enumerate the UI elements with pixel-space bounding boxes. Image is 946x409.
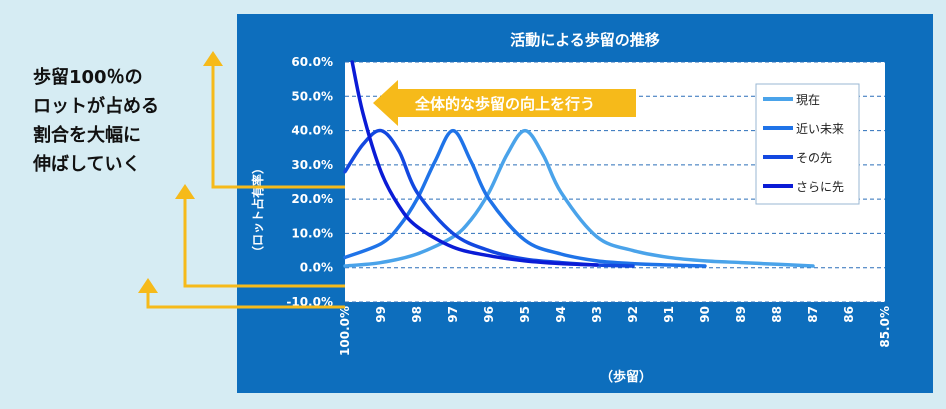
x-tick-label: 85.0%: [878, 306, 892, 348]
x-tick-label: 95: [518, 306, 532, 323]
y-axis-label: （ロット占有率）: [250, 162, 265, 258]
x-tick-label: 86: [842, 306, 856, 323]
x-tick-label: 94: [554, 306, 568, 323]
y-tick-label: 30.0%: [291, 158, 333, 172]
side-note: 歩留100％の ロットが占める 割合を大幅に 伸ばしていく: [33, 63, 159, 179]
x-tick-label: 97: [446, 306, 460, 323]
y-tick-label: 50.0%: [291, 89, 333, 103]
series-line-2: [343, 128, 707, 268]
side-note-line: 割合を大幅に: [33, 125, 141, 146]
legend-label: 現在: [796, 93, 820, 107]
legend-label: 近い未来: [796, 122, 844, 136]
arrow-head: [138, 278, 158, 293]
x-tick-label: 88: [770, 306, 784, 323]
y-tick-label: 40.0%: [291, 124, 333, 138]
y-tick-label: 10.0%: [291, 226, 333, 240]
callout-text: 全体的な歩留の向上を行う: [414, 95, 595, 113]
series-lines: [343, 60, 815, 268]
x-tick-label: 98: [410, 306, 424, 323]
left-bracket-arrows: [146, 60, 345, 309]
legend-label: さらに先: [796, 180, 844, 194]
x-tick-label: 93: [590, 306, 604, 323]
callout-arrow: [373, 80, 636, 126]
side-note-line: 伸ばしていく: [33, 154, 141, 175]
x-tick-label: 96: [482, 306, 496, 323]
arrow-head: [203, 51, 223, 66]
x-axis-label: （歩留）: [600, 369, 652, 385]
arrow-head: [175, 184, 195, 199]
y-tick-label: 60.0%: [291, 55, 333, 69]
bracket-arrow: [183, 193, 345, 288]
y-tick-label: 20.0%: [291, 192, 333, 206]
x-tick-label: 99: [374, 306, 388, 323]
x-tick-label: 92: [626, 306, 640, 323]
y-tick-labels: -10.0%0.0%10.0%20.0%30.0%40.0%50.0%60.0%: [286, 55, 333, 309]
series-line-4: [350, 60, 599, 267]
arrow-heads: [138, 51, 223, 293]
y-tick-label: 0.0%: [300, 261, 333, 275]
side-note-line: 歩留100％の: [33, 67, 143, 88]
bracket-arrow: [146, 287, 345, 309]
side-note-line: ロットが占める: [33, 96, 159, 117]
x-tick-labels: 100.0% 99 98 97 96 95 94 93 92 91 90 89 88 87 86 85.0%: [338, 306, 892, 356]
legend-label: その先: [796, 151, 832, 165]
x-tick-label: 91: [662, 306, 676, 323]
x-tick-label: 100.0%: [338, 306, 352, 356]
bracket-arrow: [211, 60, 345, 189]
x-tick-label: 89: [734, 306, 748, 323]
x-tick-label: 87: [806, 306, 820, 323]
x-tick-label: 90: [698, 306, 712, 323]
chart-title: 活動による歩留の推移: [510, 31, 660, 49]
